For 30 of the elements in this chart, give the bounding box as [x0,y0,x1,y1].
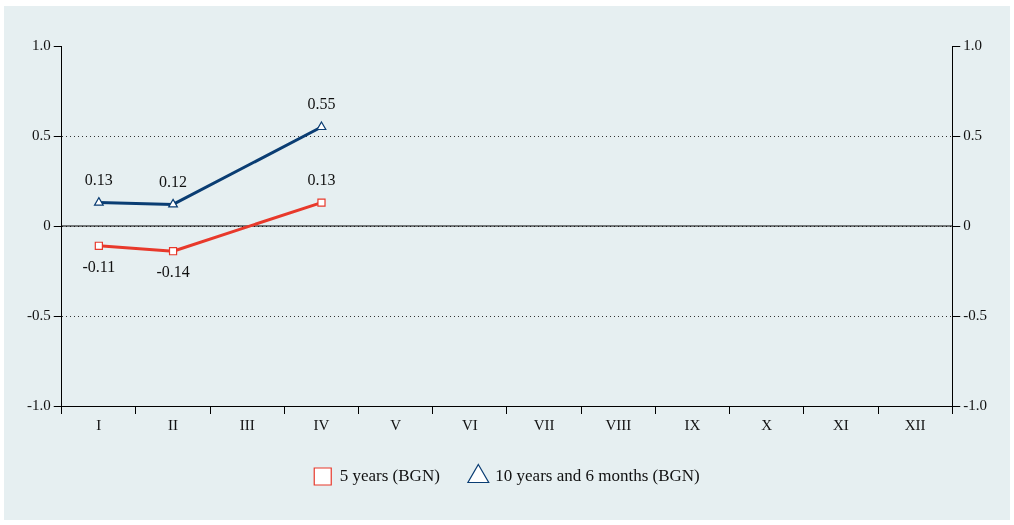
data-label: -0.11 [82,258,116,275]
data-label: 0.12 [159,172,188,190]
x-tick-label: X [761,416,773,433]
x-tick-label: IV [313,416,330,433]
x-tick-label: VIII [605,416,632,433]
data-label: 0.13 [307,170,336,188]
x-tick-label: VII [533,416,555,433]
legend-label: 10 years and 6 months (BGN) [495,465,700,485]
x-tick-label: I [96,416,102,433]
y2-tick-label: 0 [963,216,971,233]
x-tick-label: XII [904,416,926,433]
data-label: 0.55 [307,95,336,113]
legend-label: 5 years (BGN) [339,465,440,485]
y2-tick-label: -0.5 [963,306,987,323]
y2-tick-label: 1.0 [963,36,982,53]
y-tick-label: 1.0 [32,36,51,53]
y2-tick-label: 0.5 [963,126,982,143]
data-label: -0.14 [156,263,190,281]
y2-tick-label: -1.0 [963,396,987,413]
data-label: 0.13 [84,170,113,188]
x-tick-label: VI [461,416,478,433]
x-tick-label: V [390,416,402,433]
x-tick-label: III [239,416,255,433]
y-tick-label: 0 [43,216,51,233]
x-tick-label: IX [684,416,701,433]
y-tick-label: -0.5 [27,306,51,323]
x-tick-label: II [168,416,179,433]
y-tick-label: -1.0 [27,396,51,413]
x-tick-label: XI [833,416,849,433]
y-tick-label: 0.5 [32,126,51,143]
